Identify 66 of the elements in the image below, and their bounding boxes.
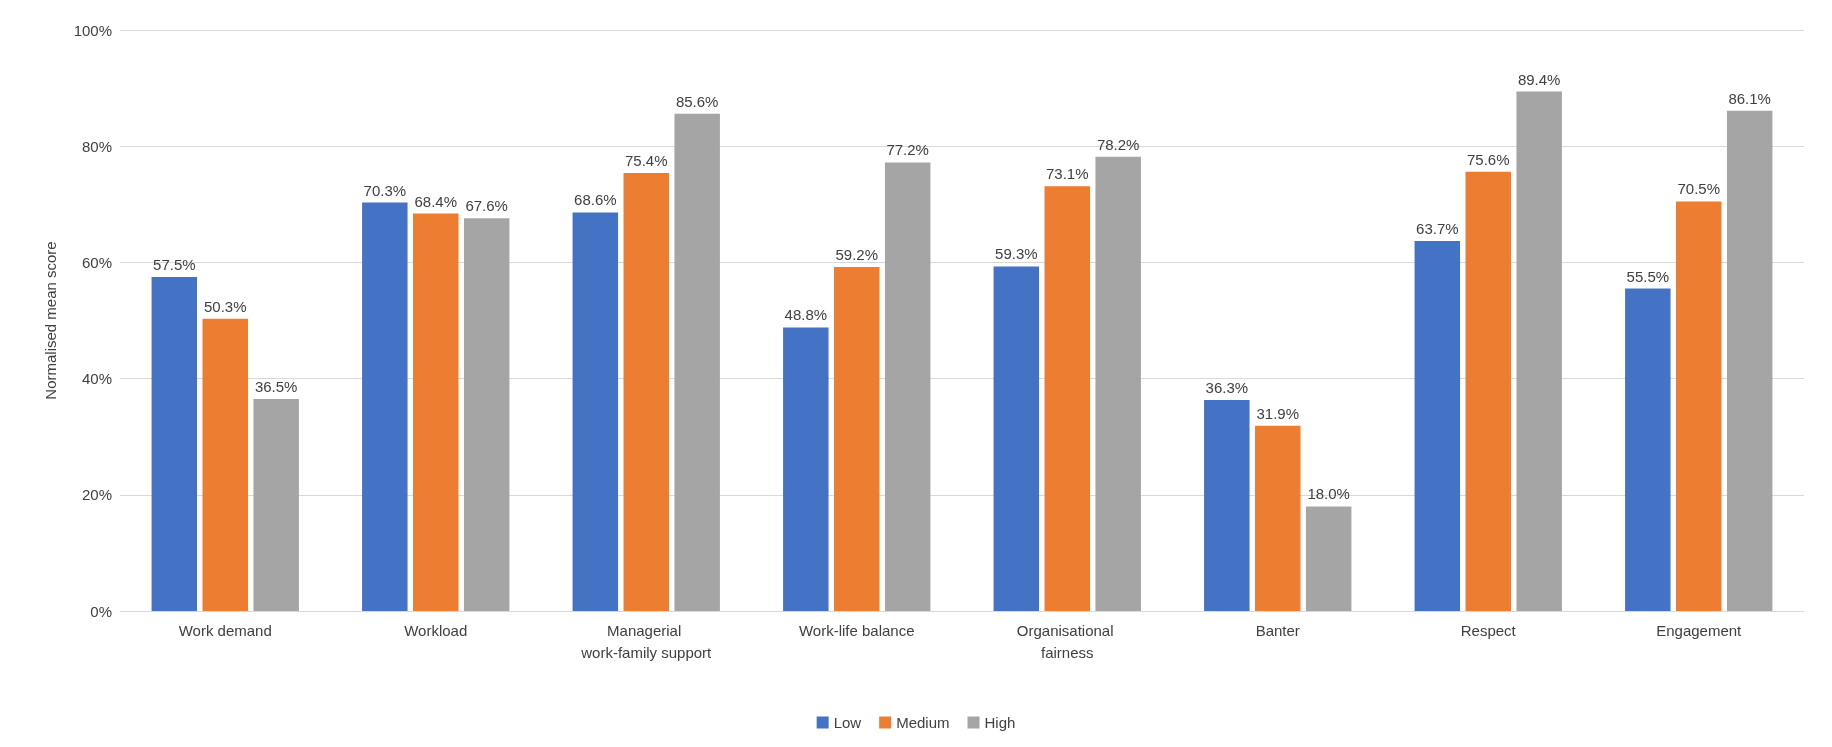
bar bbox=[572, 212, 619, 611]
data-label: 31.9% bbox=[1256, 404, 1300, 422]
data-label: 77.2% bbox=[886, 141, 929, 159]
y-tick-label: 80% bbox=[81, 137, 112, 155]
bar bbox=[1305, 506, 1352, 611]
bar bbox=[1726, 110, 1773, 611]
bar bbox=[362, 202, 408, 611]
bar bbox=[1516, 91, 1562, 611]
data-label: 70.3% bbox=[363, 181, 407, 199]
data-label: 36.5% bbox=[254, 377, 298, 395]
y-tick-label: 40% bbox=[81, 370, 112, 388]
bar bbox=[993, 266, 1040, 611]
data-label: 50.3% bbox=[203, 297, 247, 315]
bar bbox=[623, 172, 669, 611]
x-tick-label: Work demand bbox=[178, 621, 272, 639]
data-label: 18.0% bbox=[1307, 485, 1350, 503]
x-tick-label: Work-life balance bbox=[798, 621, 915, 639]
bar bbox=[463, 218, 510, 611]
data-label: 78.2% bbox=[1096, 135, 1140, 153]
data-label: 55.5% bbox=[1626, 267, 1670, 285]
data-label: 57.5% bbox=[153, 255, 196, 273]
x-tick-label: Workload bbox=[404, 621, 468, 639]
y-tick-label: 20% bbox=[81, 486, 112, 504]
bar bbox=[1676, 201, 1722, 611]
data-label: 86.1% bbox=[1728, 89, 1771, 107]
x-tick-label: Organisational fairness bbox=[1016, 621, 1118, 661]
legend-label: Low bbox=[833, 714, 862, 731]
bar bbox=[674, 113, 720, 611]
data-label: 75.4% bbox=[624, 151, 668, 169]
data-label: 48.8% bbox=[784, 306, 828, 324]
data-label: 85.6% bbox=[675, 92, 719, 110]
data-label: 68.4% bbox=[414, 192, 458, 210]
bar bbox=[1204, 400, 1250, 611]
bar bbox=[151, 276, 198, 611]
y-tick-label: 60% bbox=[81, 253, 112, 271]
data-label: 68.6% bbox=[574, 191, 617, 209]
x-tick-label: Engagement bbox=[1656, 621, 1743, 639]
data-label: 59.3% bbox=[995, 245, 1038, 263]
bar bbox=[1414, 240, 1461, 611]
bar bbox=[884, 162, 931, 611]
x-tick-label: Banter bbox=[1255, 621, 1300, 639]
y-tick-label: 0% bbox=[90, 602, 112, 620]
bar bbox=[253, 398, 299, 611]
bar bbox=[834, 267, 880, 611]
y-axis-title: Normalised mean score bbox=[42, 241, 59, 400]
bar bbox=[1465, 171, 1511, 611]
data-label: 89.4% bbox=[1517, 70, 1561, 88]
data-label: 75.6% bbox=[1466, 150, 1510, 168]
bar bbox=[1255, 425, 1301, 611]
bar bbox=[1625, 288, 1671, 611]
data-label: 59.2% bbox=[835, 246, 879, 264]
legend-label: High bbox=[984, 714, 1016, 731]
data-label: 73.1% bbox=[1045, 165, 1089, 183]
x-tick-label: Managerial work-family support bbox=[580, 621, 713, 661]
bar bbox=[783, 327, 829, 611]
bar bbox=[202, 318, 248, 611]
data-label: 63.7% bbox=[1416, 219, 1459, 237]
bar bbox=[1095, 156, 1141, 611]
bar bbox=[413, 213, 459, 611]
data-label: 70.5% bbox=[1677, 180, 1721, 198]
y-tick-label: 100% bbox=[73, 21, 112, 39]
bar bbox=[1044, 186, 1090, 611]
data-label: 36.3% bbox=[1205, 379, 1249, 397]
data-label: 67.6% bbox=[465, 197, 508, 215]
legend-label: Medium bbox=[896, 714, 950, 731]
x-tick-label: Respect bbox=[1460, 621, 1517, 639]
